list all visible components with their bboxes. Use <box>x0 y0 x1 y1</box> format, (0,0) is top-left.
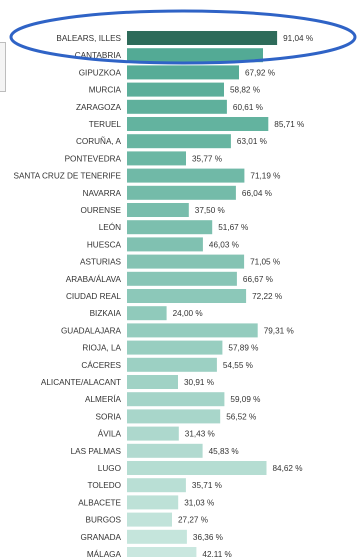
category-label-navarra: NAVARRA <box>83 189 122 198</box>
category-label-burgos: BURGOS <box>86 516 122 525</box>
value-label-burgos: 27,27 % <box>178 516 208 525</box>
value-label-rioja-la: 57,89 % <box>228 344 258 353</box>
bar-huesca[interactable] <box>127 237 203 252</box>
category-label-zaragoza: ZARAGOZA <box>76 103 122 112</box>
bar-coruna-a[interactable] <box>127 134 231 149</box>
bar-guadalajara[interactable] <box>127 323 258 338</box>
bar-leon[interactable] <box>127 220 213 235</box>
value-label-malaga: 42,11 % <box>202 550 231 557</box>
category-label-santa-cruz-de-tenerife: SANTA CRUZ DE TENERIFE <box>13 172 121 181</box>
value-label-avila: 31,43 % <box>185 430 215 439</box>
value-label-leon: 51,67 % <box>218 223 248 232</box>
category-label-huesca: HUESCA <box>87 240 122 249</box>
bar-asturias[interactable] <box>127 254 245 269</box>
value-label-gipuzkoa: 67,92 % <box>245 68 275 77</box>
value-label-las-palmas: 45,83 % <box>209 447 239 456</box>
bar-malaga[interactable] <box>127 547 197 557</box>
value-label-santa-cruz-de-tenerife: 71,19 % <box>250 172 280 181</box>
category-label-cantabria: CANTABRIA <box>75 51 122 60</box>
value-label-coruna-a: 63,01 % <box>237 137 267 146</box>
bar-las-palmas[interactable] <box>127 443 203 458</box>
category-label-coruna-a: CORUÑA, A <box>76 136 122 146</box>
category-label-balears-illes: BALEARS, ILLES <box>56 34 121 43</box>
category-label-gipuzkoa: GIPUZKOA <box>79 68 122 77</box>
category-label-rioja-la: RIOJA, LA <box>82 344 121 353</box>
bar-alicante-alacant[interactable] <box>127 375 178 389</box>
bar-pontevedra[interactable] <box>127 151 186 166</box>
value-label-asturias: 71,05 % <box>250 258 280 267</box>
bar-ourense[interactable] <box>127 203 189 217</box>
value-label-granada: 36,36 % <box>193 533 223 542</box>
value-label-guadalajara: 79,31 % <box>264 326 294 335</box>
highlight-ellipse <box>9 9 357 65</box>
category-label-almeria: ALMERÍA <box>85 394 121 404</box>
category-label-leon: LEÓN <box>99 222 121 232</box>
bar-almeria[interactable] <box>127 392 225 407</box>
bar-zaragoza[interactable] <box>127 99 227 114</box>
category-label-alicante-alacant: ALICANTE/ALACANT <box>41 378 121 387</box>
category-label-bizkaia: BIZKAIA <box>90 309 122 318</box>
value-label-murcia: 58,82 % <box>230 86 260 95</box>
value-label-teruel: 85,71 % <box>274 120 304 129</box>
category-label-caceres: CÁCERES <box>81 360 121 370</box>
category-label-soria: SORIA <box>96 412 122 421</box>
category-label-toledo: TOLEDO <box>87 481 121 490</box>
bar-lugo[interactable] <box>127 461 267 475</box>
bar-toledo[interactable] <box>127 478 186 493</box>
value-label-almeria: 59,09 % <box>230 395 260 404</box>
annotation-layer <box>9 9 357 65</box>
value-label-navarra: 66,04 % <box>242 189 272 198</box>
value-label-araba-alava: 66,67 % <box>243 275 273 284</box>
value-label-ciudad-real: 72,22 % <box>252 292 282 301</box>
value-label-caceres: 54,55 % <box>223 361 253 370</box>
category-label-teruel: TERUEL <box>89 120 122 129</box>
category-label-lugo: LUGO <box>98 464 121 473</box>
bar-balears-illes[interactable] <box>127 31 278 45</box>
value-label-ourense: 37,50 % <box>195 206 225 215</box>
bar-soria[interactable] <box>127 409 221 424</box>
category-label-las-palmas: LAS PALMAS <box>71 447 122 456</box>
bar-murcia[interactable] <box>127 82 224 97</box>
panel-edge <box>0 42 6 92</box>
value-label-huesca: 46,03 % <box>209 240 239 249</box>
category-label-albacete: ALBACETE <box>78 498 121 507</box>
value-label-lugo: 84,62 % <box>273 464 303 473</box>
category-label-asturias: ASTURIAS <box>80 258 121 267</box>
bar-ciudad-real[interactable] <box>127 289 247 303</box>
category-label-ourense: OURENSE <box>81 206 122 215</box>
bar-navarra[interactable] <box>127 185 236 200</box>
category-label-ciudad-real: CIUDAD REAL <box>66 292 121 301</box>
value-label-albacete: 31,03 % <box>184 498 214 507</box>
category-label-avila: ÁVILA <box>98 429 122 439</box>
value-label-pontevedra: 35,77 % <box>192 154 222 163</box>
bar-teruel[interactable] <box>127 117 269 131</box>
category-label-murcia: MURCIA <box>89 86 122 95</box>
category-label-araba-alava: ARABA/ÁLAVA <box>66 274 122 284</box>
category-label-pontevedra: PONTEVEDRA <box>65 154 122 163</box>
value-label-toledo: 35,71 % <box>192 481 222 490</box>
value-label-zaragoza: 60,61 % <box>233 103 263 112</box>
bars-layer <box>127 31 278 557</box>
bar-rioja-la[interactable] <box>127 340 223 355</box>
bar-avila[interactable] <box>127 426 179 441</box>
bar-araba-alava[interactable] <box>127 271 237 286</box>
category-label-guadalajara: GUADALAJARA <box>61 326 122 335</box>
bar-cantabria[interactable] <box>127 48 263 63</box>
value-label-alicante-alacant: 30,91 % <box>184 378 214 387</box>
bar-bizkaia[interactable] <box>127 306 167 321</box>
labels-layer: BALEARS, ILLES 91,04 % CANTABRIA GIPUZKOA 67… <box>13 34 313 557</box>
category-label-granada: GRANADA <box>81 533 122 542</box>
category-label-malaga: MÁLAGA <box>87 549 122 557</box>
value-label-bizkaia: 24,00 % <box>173 309 203 318</box>
bar-albacete[interactable] <box>127 495 179 510</box>
bar-granada[interactable] <box>127 529 187 544</box>
value-label-soria: 56,52 % <box>226 412 256 421</box>
value-label-balears-illes: 91,04 % <box>283 34 313 43</box>
bar-burgos[interactable] <box>127 512 172 527</box>
bar-gipuzkoa[interactable] <box>127 65 239 80</box>
bar-santa-cruz-de-tenerife[interactable] <box>127 168 245 183</box>
bar-caceres[interactable] <box>127 357 217 372</box>
